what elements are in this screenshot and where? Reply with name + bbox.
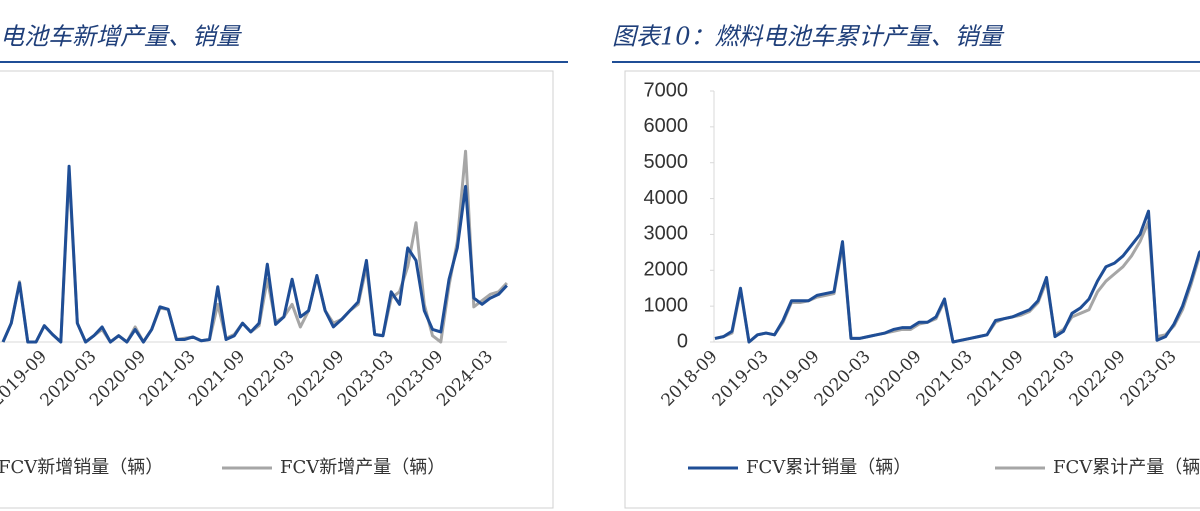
legend-label: FCV累计产量（辆） [1053, 457, 1200, 478]
x-tick-label: 2023-03 [1117, 347, 1181, 411]
y-tick-label: 2000 [644, 259, 689, 281]
chart-title: 图表10：燃料电池车累计产量、销量 [612, 23, 1005, 51]
y-tick-label: 5000 [644, 151, 689, 173]
y-tick-label: 1000 [644, 294, 689, 316]
legend-label: FCV新增销量（辆） [0, 457, 163, 478]
chart-frame [624, 70, 1200, 509]
y-tick-label: 7000 [644, 79, 689, 101]
chart-title: 电池车新增产量、销量 [0, 23, 242, 51]
legend-label: FCV新增产量（辆） [280, 457, 445, 478]
y-tick-label: 3000 [644, 223, 689, 245]
chart-frame [0, 70, 554, 509]
series-line [1, 164, 508, 344]
y-tick-label: 4000 [644, 187, 689, 209]
series-line [714, 209, 1200, 344]
legend-label: FCV累计销量（辆） [746, 457, 911, 478]
y-tick-label: 0 [677, 330, 688, 352]
y-tick-label: 6000 [644, 115, 689, 137]
series-line [714, 220, 1200, 344]
series-line [1, 149, 508, 344]
